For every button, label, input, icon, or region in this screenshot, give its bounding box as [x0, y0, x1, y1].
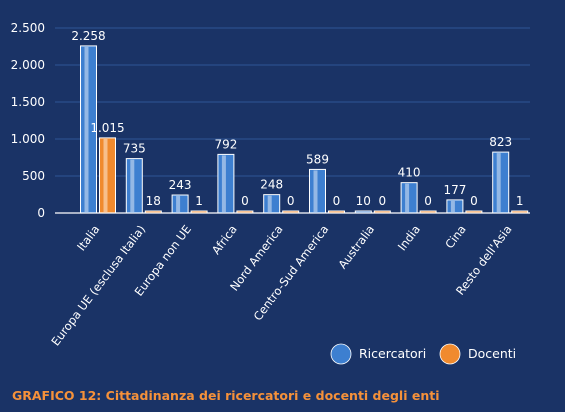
data-label: 177	[443, 183, 466, 197]
legend-swatch	[330, 343, 352, 365]
category-label: Africa	[209, 222, 240, 257]
bar-ricercatori	[125, 158, 143, 214]
y-tick-label: 2.500	[11, 21, 45, 35]
data-label: 0	[424, 194, 432, 208]
data-label: 243	[169, 178, 192, 192]
bar-ricercatori	[171, 194, 189, 214]
category-label: Italia	[74, 222, 102, 253]
bar-highlight	[221, 155, 226, 212]
data-label: 0	[470, 194, 478, 208]
bar-docenti	[99, 137, 116, 214]
bar-ricercatori	[446, 199, 464, 214]
data-label: 0	[333, 194, 341, 208]
y-tick-label: 500	[22, 169, 45, 183]
bar-highlight	[267, 195, 272, 212]
y-axis-ticks: 0 500 1.000 1.500 2.000 2.500	[11, 21, 45, 220]
bar-highlight	[496, 153, 501, 212]
bar-ricercatori	[217, 153, 235, 214]
bar-highlight	[103, 138, 108, 212]
bar-ricercatori	[309, 168, 326, 214]
category-label: India	[395, 222, 423, 253]
bar-highlight	[405, 183, 410, 212]
y-tick-label: 2.000	[11, 58, 45, 72]
data-label: 1.015	[90, 121, 124, 135]
data-label: 10	[356, 194, 371, 208]
bar-highlight	[176, 196, 181, 212]
data-label: 248	[260, 178, 283, 192]
data-label: 735	[123, 142, 146, 156]
legend: Ricercatori Docenti	[330, 343, 516, 365]
bar-ricercatori	[400, 182, 418, 214]
legend-swatch	[439, 343, 461, 365]
data-label: 1	[195, 194, 203, 208]
category-label: Australia	[335, 222, 377, 271]
category-label: Europa UE (esclusa Italia)	[48, 222, 148, 348]
data-label: 823	[489, 135, 512, 149]
legend-item-docenti: Docenti	[439, 343, 516, 365]
legend-label: Ricercatori	[359, 346, 426, 361]
legend-label: Docenti	[468, 346, 516, 361]
legend-item-ricercatori: Ricercatori	[330, 343, 426, 365]
y-tick-label: 0	[37, 206, 45, 220]
data-label: 410	[398, 166, 421, 180]
data-label: 18	[146, 194, 161, 208]
data-label: 792	[214, 137, 237, 151]
bar-ricercatori	[492, 151, 510, 214]
data-label: 0	[241, 194, 249, 208]
bar-ricercatori	[263, 194, 281, 214]
data-label: 589	[306, 152, 329, 166]
data-label: 2.258	[71, 29, 105, 43]
gridlines	[55, 27, 530, 177]
bar-highlight	[130, 159, 135, 212]
bar-highlight	[84, 46, 89, 212]
bar-highlight	[450, 200, 455, 212]
y-tick-label: 1.500	[11, 95, 45, 109]
y-tick-label: 1.000	[11, 132, 45, 146]
bar-highlight	[313, 170, 318, 212]
data-label: 0	[287, 194, 295, 208]
figure-caption: GRAFICO 12: Cittadinanza dei ricercatori…	[12, 388, 440, 403]
category-label: Cina	[442, 222, 469, 251]
data-label: 1	[516, 194, 524, 208]
data-label: 0	[378, 194, 386, 208]
